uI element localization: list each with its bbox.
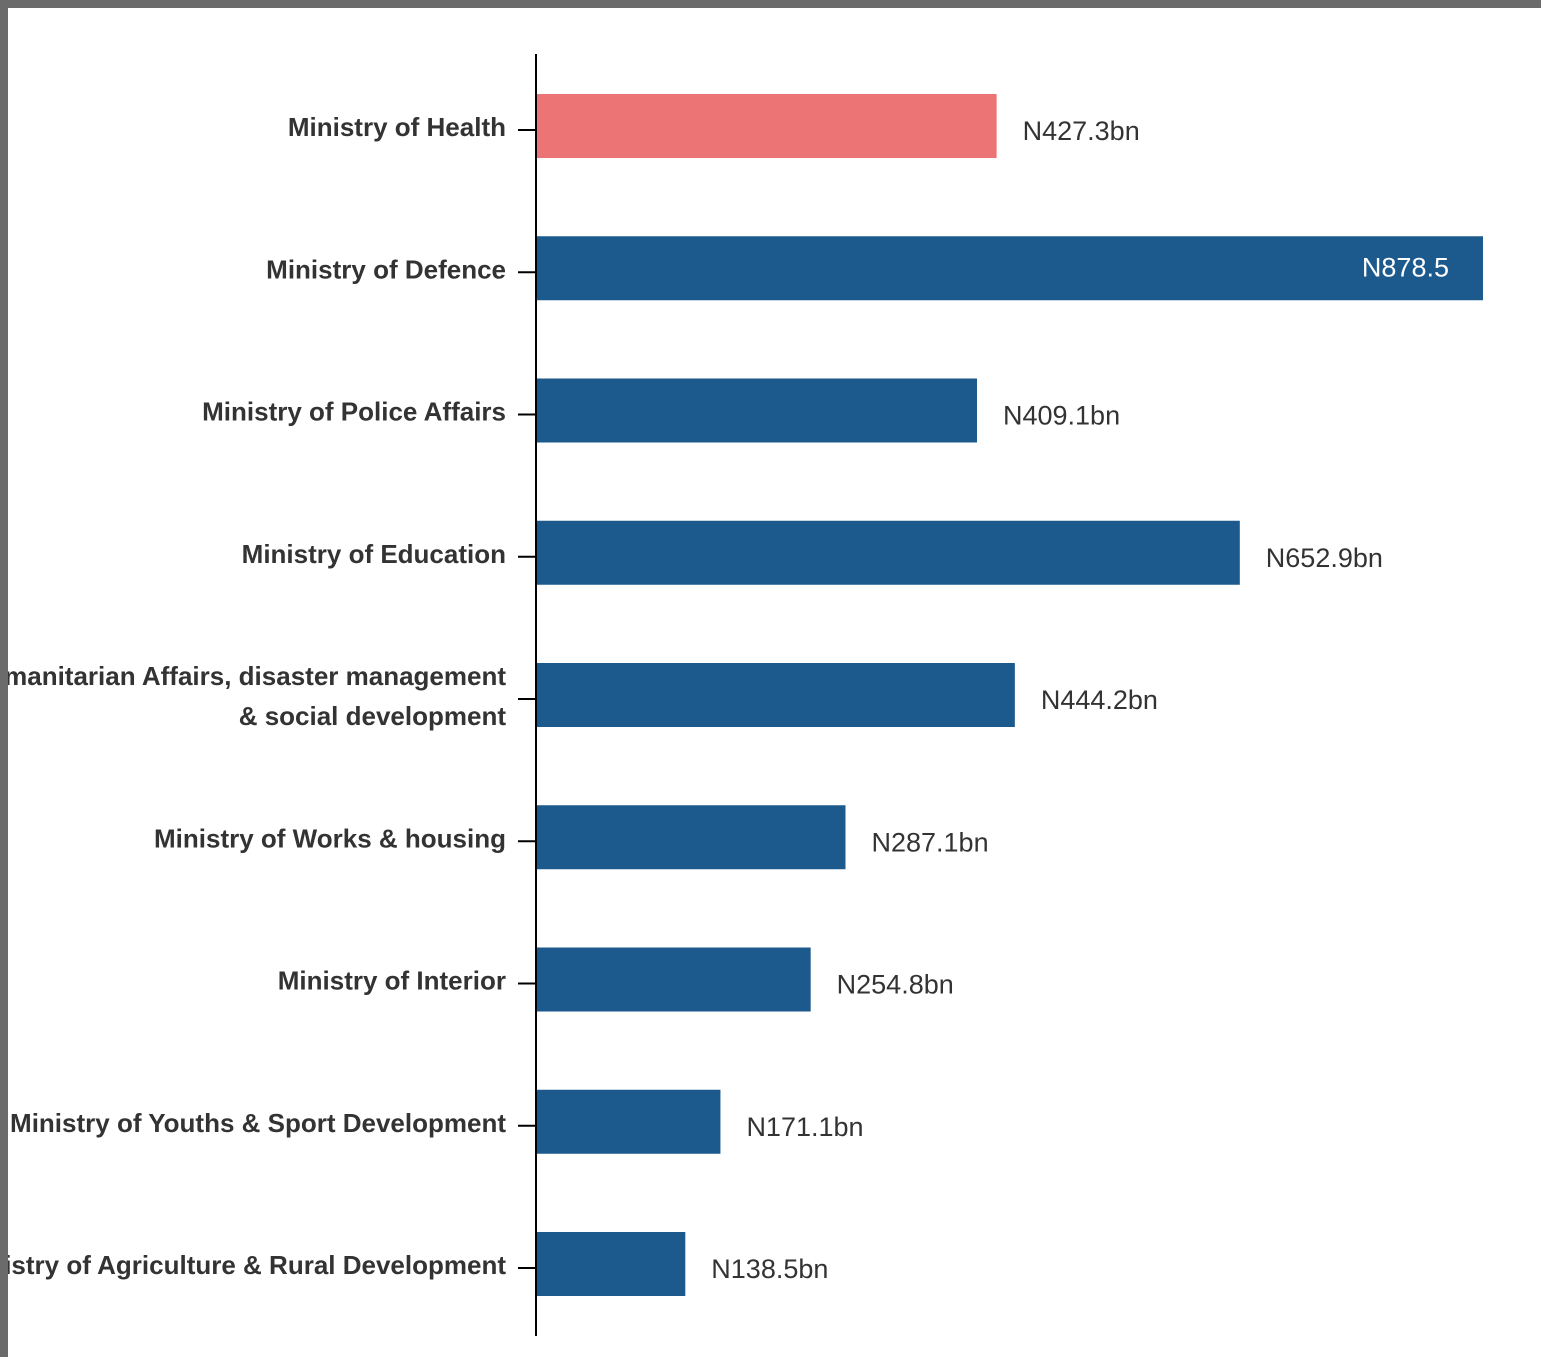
category-label-5: Ministry of Works & housing [154, 823, 506, 853]
value-labels-layer: N427.3bn N878.5 N409.1bn N652.9bn N444.2bn N2… [711, 116, 1449, 1284]
category-label-1: Ministry of Defence [266, 254, 506, 284]
value-label-7: N171.1bn [746, 1112, 863, 1142]
value-label-3: N652.9bn [1266, 543, 1383, 573]
bar-2 [536, 378, 977, 443]
category-label-8: Ministry of Agriculture & Rural Developm… [8, 1250, 506, 1280]
category-label-2: Ministry of Police Affairs [202, 397, 506, 427]
category-label-3: Ministry of Education [242, 539, 506, 569]
value-label-0: N427.3bn [1023, 116, 1140, 146]
bar-1 [536, 236, 1483, 301]
bar-0 [536, 94, 997, 158]
value-label-2: N409.1bn [1003, 401, 1120, 431]
bar-chart: Ministry of Health Ministry of Defence Min… [8, 54, 1483, 1336]
category-label-0: Ministry of Health [288, 112, 506, 142]
category-label-4: Humanitarian Affairs, disaster managemen… [8, 661, 506, 731]
bar-5 [536, 805, 846, 870]
category-label-7: Ministry of Youths & Sport Development [10, 1108, 506, 1138]
category-label-6: Ministry of Interior [278, 966, 506, 996]
value-label-6: N254.8bn [837, 970, 954, 1000]
bar-3 [536, 520, 1240, 585]
value-label-5: N287.1bn [871, 827, 988, 857]
value-label-1: N878.5 [1362, 252, 1449, 282]
bar-8 [536, 1232, 686, 1296]
category-labels-layer: Ministry of Health Ministry of Defence Min… [8, 112, 506, 1280]
value-label-4: N444.2bn [1041, 685, 1158, 715]
bar-7 [536, 1089, 721, 1154]
bars-layer [536, 94, 1483, 1296]
value-label-8: N138.5bn [711, 1254, 828, 1284]
bar-4 [536, 663, 1015, 727]
bar-6 [536, 947, 811, 1012]
ticks-layer [518, 129, 536, 1269]
